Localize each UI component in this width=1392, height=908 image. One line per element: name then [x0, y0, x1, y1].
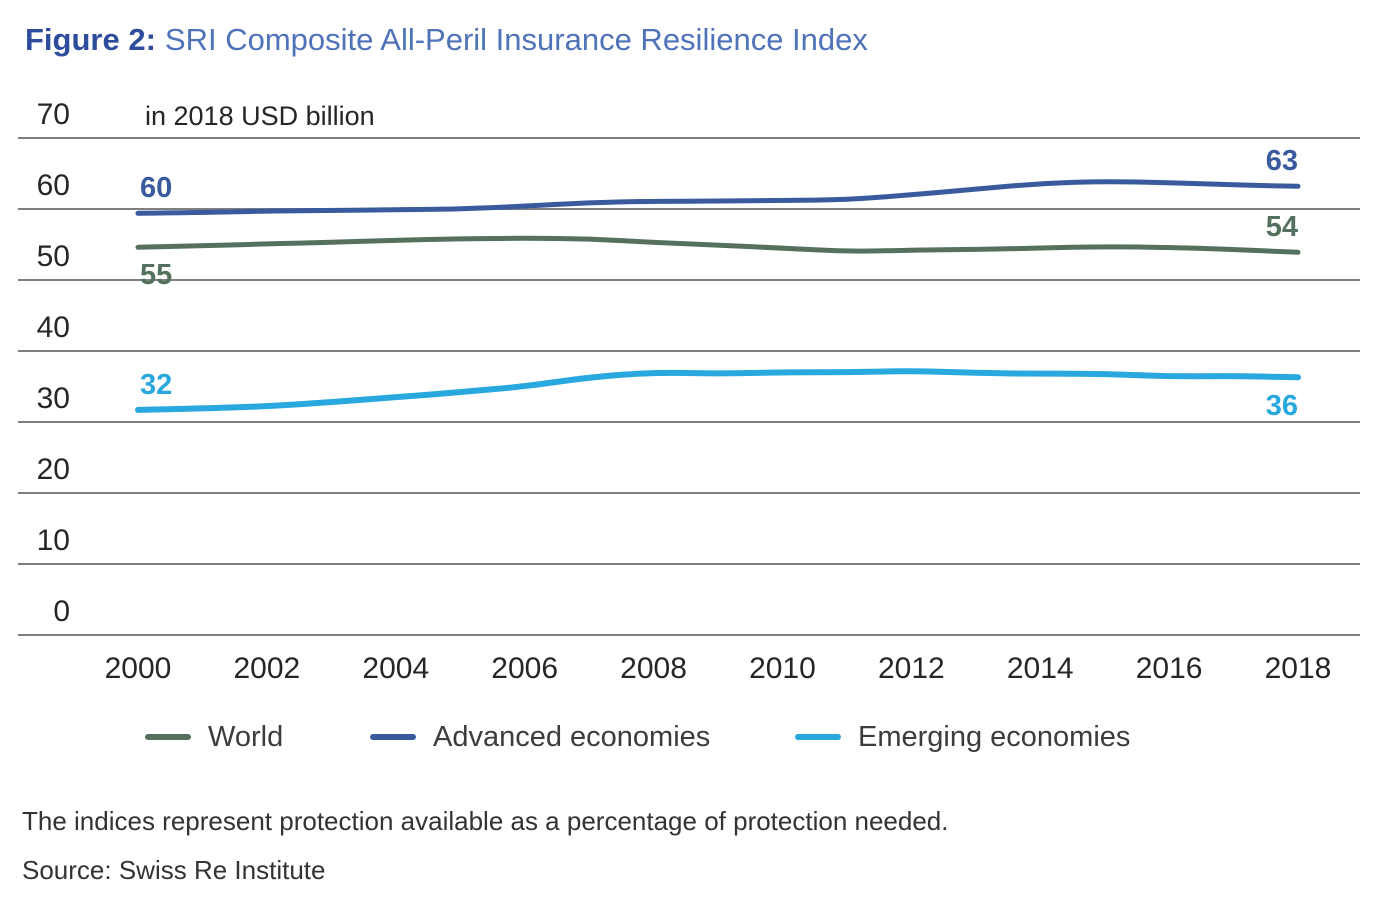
x-axis-tick-2004: 2004 [362, 652, 430, 685]
legend-swatch-world [145, 734, 191, 740]
value-label-emerging-economies-start: 32 [140, 368, 173, 401]
legend-item-world: World [145, 719, 283, 755]
unit-label: in 2018 USD billion [145, 101, 375, 131]
source: Source: Swiss Re Institute [22, 855, 326, 885]
x-axis-tick-2006: 2006 [491, 652, 559, 685]
legend-item-emerging-economies: Emerging economies [795, 719, 1130, 755]
x-axis-tick-2010: 2010 [749, 652, 816, 685]
x-axis-tick-2000: 2000 [104, 652, 172, 685]
figure-title-text: SRI Composite All-Peril Insurance Resili… [164, 22, 868, 57]
y-axis-tick-30: 30 [36, 382, 70, 415]
legend-swatch-emerging-economies [795, 734, 841, 740]
x-axis-tick-2008: 2008 [620, 652, 687, 685]
y-axis-tick-20: 20 [36, 453, 70, 486]
x-axis-tick-2014: 2014 [1006, 652, 1074, 685]
x-axis-tick-2018: 2018 [1264, 652, 1332, 685]
legend-swatch-advanced-economies [370, 734, 416, 740]
series-line-world [135, 235, 1301, 255]
value-label-emerging-economies-end: 36 [1265, 390, 1298, 423]
footnote: The indices represent protection availab… [22, 806, 949, 836]
value-label-advanced-economies-end: 63 [1265, 145, 1298, 178]
value-label-world-start: 55 [140, 259, 173, 292]
series-line-advanced-economies [135, 179, 1301, 216]
x-axis-tick-2016: 2016 [1135, 652, 1203, 685]
legend-item-advanced-economies: Advanced economies [370, 719, 710, 755]
x-axis-tick-2002: 2002 [233, 652, 301, 685]
y-axis-tick-40: 40 [36, 311, 70, 344]
value-label-world-end: 54 [1265, 211, 1298, 244]
y-axis-tick-60: 60 [36, 169, 70, 202]
legend-label-emerging-economies: Emerging economies [858, 720, 1131, 753]
figure-label: Figure 2: [25, 22, 156, 57]
y-axis-tick-50: 50 [36, 240, 70, 273]
y-axis-tick-10: 10 [36, 524, 70, 557]
y-axis-tick-0: 0 [53, 595, 70, 628]
series-line-emerging-economies [135, 368, 1301, 413]
legend-label-advanced-economies: Advanced economies [433, 720, 711, 753]
legend-label-world: World [208, 720, 284, 753]
figure-title: Figure 2: SRI Composite All-Peril Insuran… [25, 22, 868, 58]
value-label-advanced-economies-start: 60 [140, 172, 173, 205]
x-axis-tick-2012: 2012 [877, 652, 945, 685]
y-axis-tick-70: 70 [36, 98, 70, 131]
